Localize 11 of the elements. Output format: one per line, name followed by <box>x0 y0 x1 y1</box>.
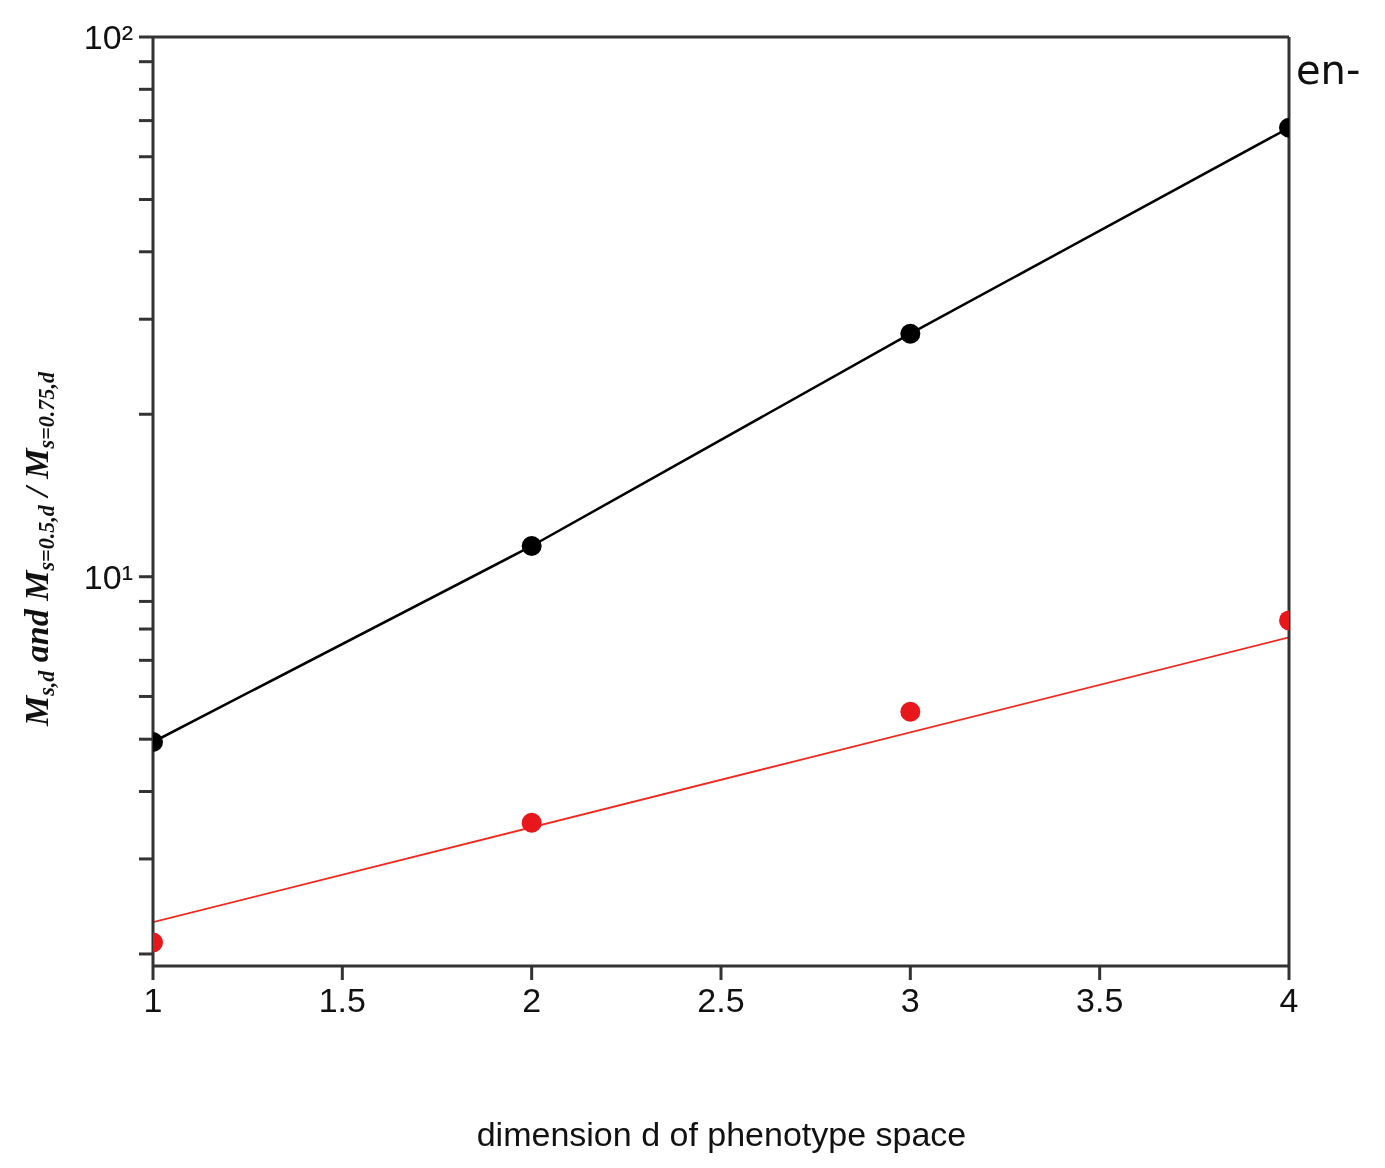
text: en- <box>1296 47 1361 93</box>
x-tick-label: 4 <box>1279 981 1299 1020</box>
x-tick-label: 1.5 <box>318 981 366 1020</box>
x-tick-label: 3.5 <box>1076 981 1124 1020</box>
y-tick-label: 10¹ <box>83 557 133 596</box>
x-tick-label: 3 <box>900 981 920 1020</box>
x-axis-title: dimension d of phenotype space <box>476 1115 967 1153</box>
x-tick-label: 2 <box>522 981 542 1020</box>
x-tick-label: 1 <box>143 981 163 1020</box>
y-tick-label: 10² <box>83 18 133 57</box>
x-tick-label: 2.5 <box>697 981 745 1020</box>
